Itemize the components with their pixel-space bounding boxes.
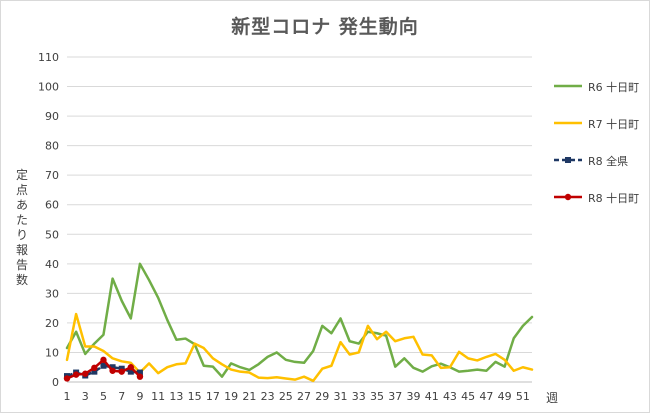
x-tick-label-39: 39 <box>406 390 420 403</box>
x-tick-label-25: 25 <box>279 390 293 403</box>
data-point-s3-3 <box>91 364 98 372</box>
legend-label-r7: R7 十日町 <box>588 118 640 131</box>
legend-label-r8-prefecture: R8 全県 <box>588 155 629 168</box>
legend-label-r6: R6 十日町 <box>588 81 640 94</box>
series-line-0 <box>65 262 534 378</box>
legend-item-r6: R6 十日町 <box>552 78 648 96</box>
y-tick-label-20: 20 <box>45 317 59 330</box>
data-point-s2-7 <box>127 368 134 375</box>
x-tick-label-1: 1 <box>64 390 71 403</box>
legend-swatch-r8-tokamachi <box>554 193 582 201</box>
x-tick-label-49: 49 <box>498 390 512 403</box>
y-tick-label-10: 10 <box>45 346 59 359</box>
x-tick-label-11: 11 <box>151 390 165 403</box>
x-tick-label-7: 7 <box>118 390 125 403</box>
x-tick-label-19: 19 <box>224 390 238 403</box>
x-tick-label-35: 35 <box>370 390 384 403</box>
x-tick-label-21: 21 <box>242 390 256 403</box>
series-0 <box>65 262 534 378</box>
y-tick-label-90: 90 <box>45 110 59 123</box>
legend-label-r8-tokamachi: R8 十日町 <box>588 192 640 205</box>
y-tick-label-100: 100 <box>38 81 59 94</box>
x-tick-label-3: 3 <box>82 390 89 403</box>
legend-marker-2 <box>565 157 571 163</box>
y-tick-label-110: 110 <box>38 51 59 64</box>
series-1 <box>65 312 534 383</box>
data-point-s3-0 <box>63 375 71 382</box>
x-tick-label-15: 15 <box>188 390 202 403</box>
y-axis-label: 定点あたり報告数 <box>15 168 28 287</box>
legend-marker-3 <box>564 193 572 201</box>
x-tick-label-9: 9 <box>136 390 143 403</box>
y-tick-label-60: 60 <box>45 199 59 212</box>
x-tick-label-17: 17 <box>206 390 220 403</box>
data-point-s2-3 <box>91 368 98 375</box>
data-point-s3-6 <box>118 368 125 375</box>
data-point-s2-4 <box>100 362 107 369</box>
y-tick-label-0: 0 <box>52 376 59 389</box>
x-tick-label-47: 47 <box>479 390 493 403</box>
data-point-s2-5 <box>109 364 116 371</box>
x-tick-label-37: 37 <box>388 390 402 403</box>
data-point-s3-7 <box>127 364 135 371</box>
x-tick-label-41: 41 <box>425 390 439 403</box>
chart-title: 新型コロナ 発生動向 <box>231 16 419 38</box>
x-tick-label-31: 31 <box>334 390 348 403</box>
data-point-s3-8 <box>136 373 144 380</box>
x-tick-label-5: 5 <box>100 390 107 403</box>
x-tick-label-43: 43 <box>443 390 457 403</box>
x-tick-label-13: 13 <box>169 390 183 403</box>
legend-swatch-r8-prefecture <box>554 157 582 163</box>
series-line-1 <box>65 312 534 383</box>
legend-item-r8-tokamachi: R8 十日町 <box>552 189 648 207</box>
x-axis-label: 週 <box>546 391 559 405</box>
data-point-s3-5 <box>109 367 116 374</box>
y-tick-label-80: 80 <box>45 140 59 153</box>
legend-item-r7: R7 十日町 <box>552 115 648 133</box>
data-point-s3-1 <box>72 371 80 378</box>
x-tick-label-27: 27 <box>297 390 311 403</box>
x-tick-label-33: 33 <box>352 390 366 403</box>
y-tick-label-50: 50 <box>45 228 59 241</box>
x-tick-label-51: 51 <box>516 390 530 403</box>
x-tick-label-29: 29 <box>315 390 329 403</box>
legend-swatch-r7 <box>554 121 582 125</box>
y-tick-label-30: 30 <box>45 287 59 300</box>
data-point-s3-4 <box>100 356 107 364</box>
x-tick-label-23: 23 <box>261 390 275 403</box>
legend-swatch-r6 <box>554 84 582 88</box>
y-tick-label-70: 70 <box>45 169 59 182</box>
data-point-s2-8 <box>136 369 143 376</box>
series-3 <box>63 356 144 382</box>
y-tick-label-40: 40 <box>45 258 59 271</box>
x-tick-label-45: 45 <box>461 390 475 403</box>
data-point-s3-2 <box>82 370 89 377</box>
legend-item-r8-prefecture: R8 全県 <box>552 152 648 170</box>
